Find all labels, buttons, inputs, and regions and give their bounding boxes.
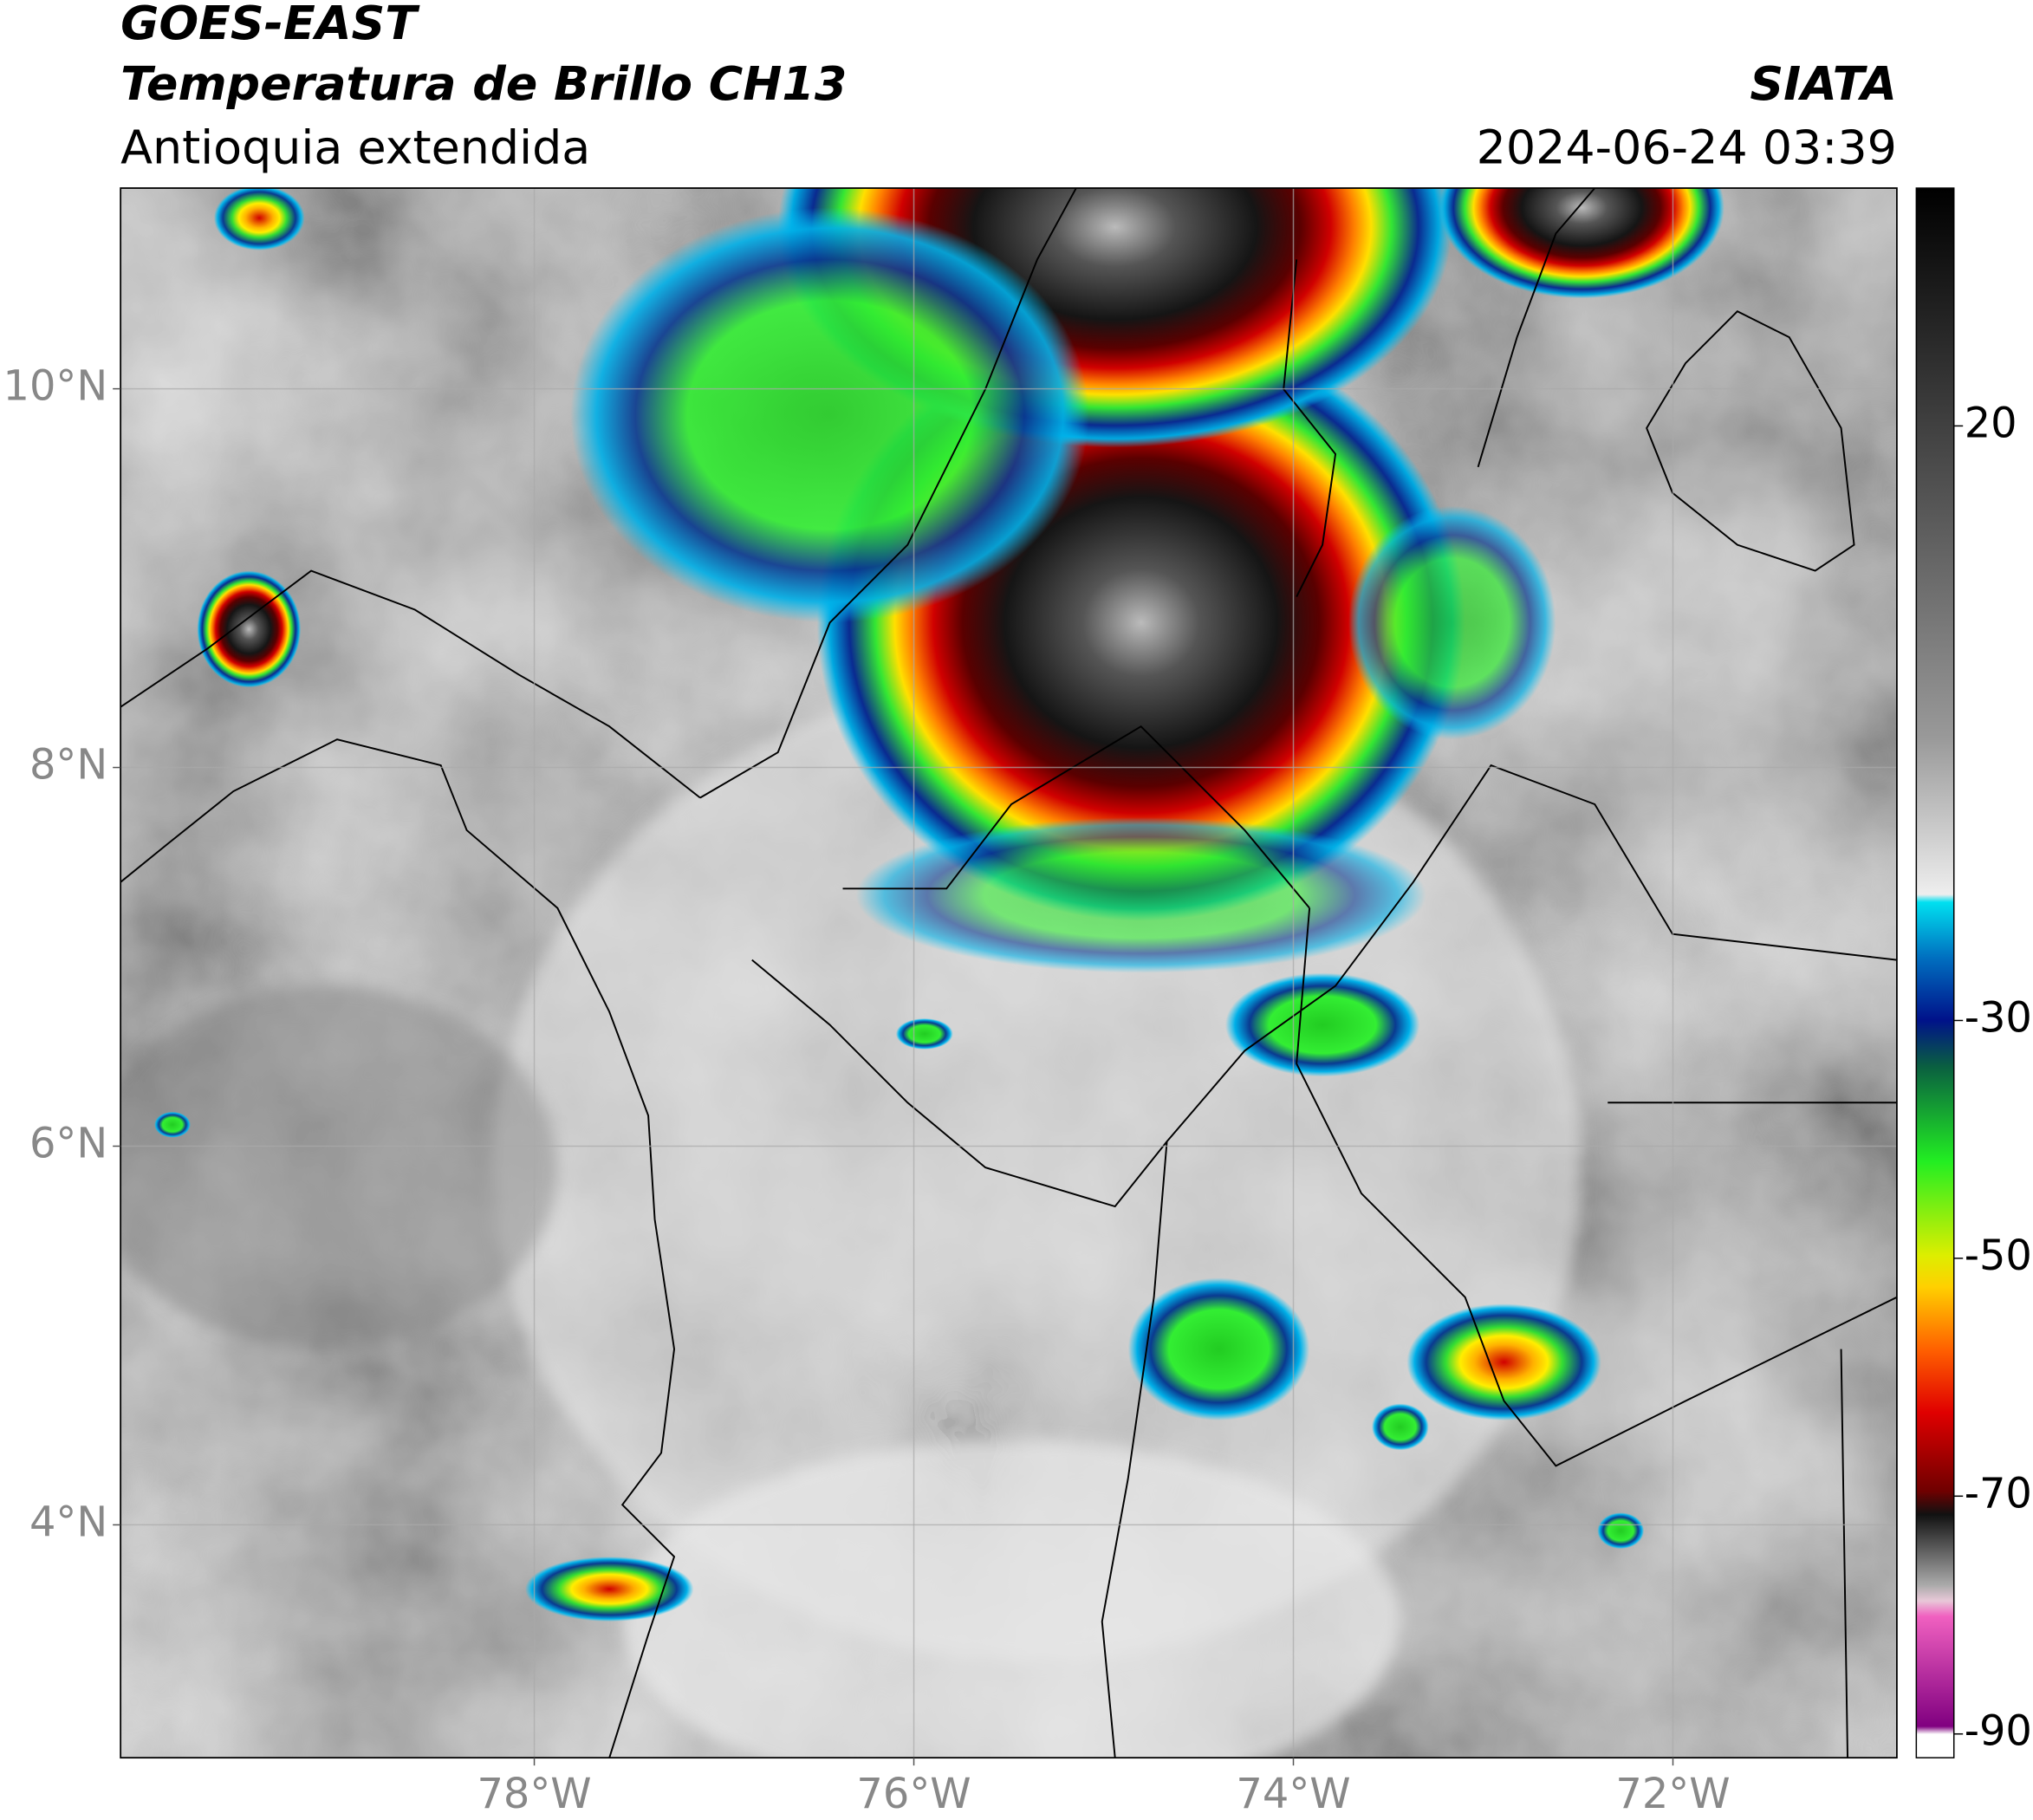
lat-label: 4°N: [29, 1498, 107, 1546]
colorbar-label: -90: [1965, 1708, 2032, 1756]
colorbar-label: -50: [1965, 1232, 2032, 1280]
map-frame: [120, 187, 1898, 1759]
lon-label: 74°W: [1236, 1771, 1350, 1818]
lon-label: 72°W: [1615, 1771, 1730, 1818]
lat-label: 8°N: [29, 742, 107, 790]
lat-label: 6°N: [29, 1120, 107, 1167]
lon-label: 76°W: [856, 1771, 971, 1818]
source: SIATA: [1750, 56, 1897, 111]
lat-label: 10°N: [3, 363, 108, 411]
subtitle: Antioquia extendida: [120, 120, 590, 175]
colorbar-label: 20: [1965, 400, 2017, 447]
title-line: GOES-EAST: [120, 0, 420, 50]
lon-label: 78°W: [477, 1771, 591, 1818]
colorbar-label: -70: [1965, 1470, 2032, 1518]
timestamp: 2024-06-24 03:39: [1477, 120, 1897, 175]
title-line: Temperatura de Brillo CH13: [120, 56, 847, 111]
colorbar-label: -30: [1965, 994, 2032, 1042]
satellite-image: [120, 188, 1897, 1758]
colorbar: [1915, 187, 1955, 1758]
graticule: [120, 188, 1897, 1758]
